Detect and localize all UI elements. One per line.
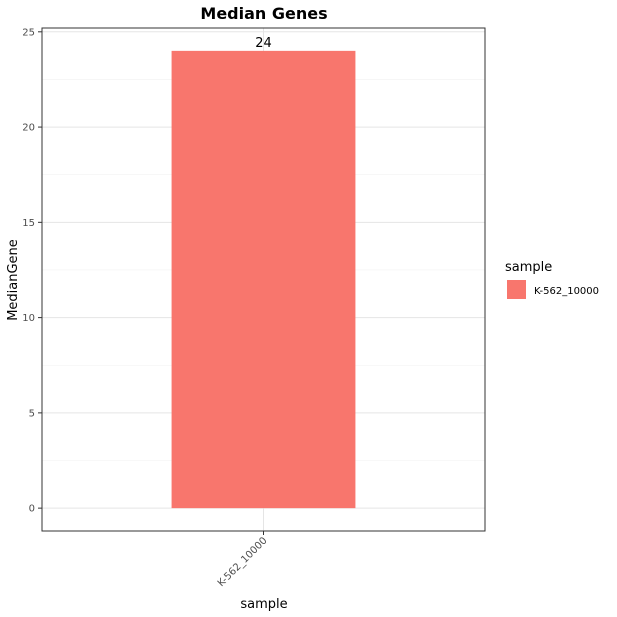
- legend-title: sample: [505, 260, 552, 275]
- y-axis-ticks: 0 5 10 15 20 25: [22, 27, 42, 515]
- chart-title: Median Genes: [200, 4, 327, 23]
- data-labels: 24: [255, 36, 272, 51]
- bars: [171, 50, 356, 509]
- legend: sample K-562_10000: [505, 260, 599, 299]
- y-tick-label: 15: [22, 218, 35, 229]
- y-tick-label: 25: [22, 27, 35, 38]
- y-tick-label: 10: [22, 313, 35, 324]
- x-tick-label: K-562_10000: [216, 535, 270, 589]
- bar-value-label: 24: [255, 36, 272, 51]
- y-tick-label: 5: [29, 408, 35, 419]
- y-tick-label: 20: [22, 123, 35, 134]
- legend-swatch: [507, 280, 526, 299]
- bar: [171, 50, 356, 509]
- x-axis-title: sample: [240, 597, 287, 612]
- x-axis-ticks: K-562_10000: [216, 531, 270, 589]
- legend-label: K-562_10000: [534, 286, 599, 297]
- y-axis-title: MedianGene: [6, 239, 21, 321]
- y-tick-label: 0: [29, 504, 35, 515]
